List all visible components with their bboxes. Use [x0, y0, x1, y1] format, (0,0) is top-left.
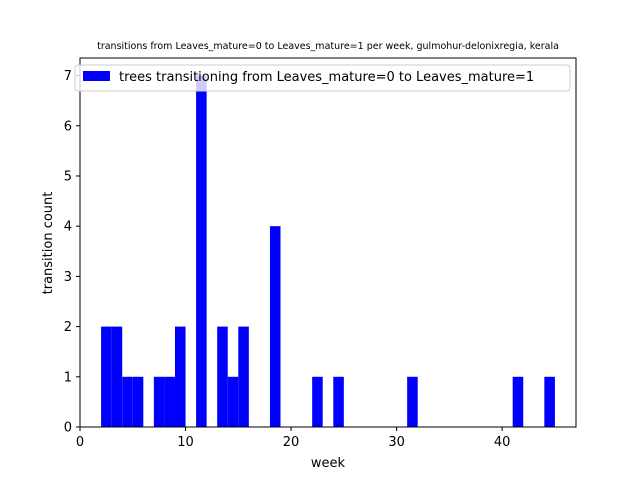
bar-week-5 [133, 377, 144, 427]
bars-group [101, 76, 555, 427]
y-axis-label: transition count [41, 192, 56, 295]
bar-week-31 [407, 377, 418, 427]
y-tick-label: 1 [64, 370, 72, 385]
bar-week-11 [196, 76, 207, 427]
y-tick-label: 4 [64, 220, 72, 235]
chart-title: transitions from Leaves_mature=0 to Leav… [97, 41, 559, 52]
bar-week-7 [154, 377, 165, 427]
y-tick-label: 3 [64, 270, 72, 285]
legend: trees transitioning from Leaves_mature=0… [75, 65, 570, 91]
x-tick-label: 40 [494, 435, 511, 450]
x-tick-label: 0 [76, 435, 84, 450]
y-tick-label: 6 [64, 119, 72, 134]
y-tick-label: 2 [64, 320, 72, 335]
bar-week-15 [238, 327, 249, 427]
y-tick-label: 7 [64, 69, 72, 84]
bar-week-4 [122, 377, 133, 427]
bar-week-18 [270, 226, 281, 427]
bar-week-13 [217, 327, 228, 427]
bar-week-22 [312, 377, 323, 427]
bar-week-44 [544, 377, 555, 427]
x-axis-ticks: 0 10 20 30 40 [76, 427, 511, 450]
bar-week-9 [175, 327, 186, 427]
x-tick-label: 30 [388, 435, 405, 450]
bar-week-8 [164, 377, 175, 427]
bar-week-24 [333, 377, 344, 427]
plot-frame [80, 58, 576, 427]
x-tick-label: 10 [177, 435, 194, 450]
legend-swatch [83, 71, 110, 81]
y-tick-label: 0 [64, 421, 72, 436]
y-axis-ticks: 0 1 2 3 4 5 6 7 [64, 69, 80, 435]
bar-week-3 [112, 327, 123, 427]
bar-week-41 [513, 377, 524, 427]
y-tick-label: 5 [64, 169, 72, 184]
bar-week-14 [228, 377, 239, 427]
x-tick-label: 20 [283, 435, 300, 450]
legend-label: trees transitioning from Leaves_mature=0… [119, 70, 534, 85]
bar-week-2 [101, 327, 112, 427]
x-axis-label: week [311, 456, 346, 471]
